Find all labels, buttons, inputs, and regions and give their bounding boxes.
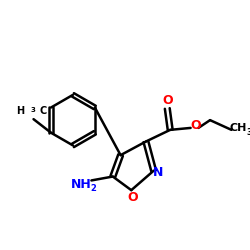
Text: O: O xyxy=(127,192,138,204)
Text: 3: 3 xyxy=(246,128,250,137)
Text: H: H xyxy=(16,106,24,117)
Text: NH: NH xyxy=(71,178,92,191)
Text: O: O xyxy=(190,120,201,132)
Text: O: O xyxy=(162,94,172,107)
Text: C: C xyxy=(39,106,46,117)
Text: 2: 2 xyxy=(90,184,96,193)
Text: N: N xyxy=(153,166,164,179)
Text: CH: CH xyxy=(230,123,247,133)
Text: 3: 3 xyxy=(30,108,36,114)
